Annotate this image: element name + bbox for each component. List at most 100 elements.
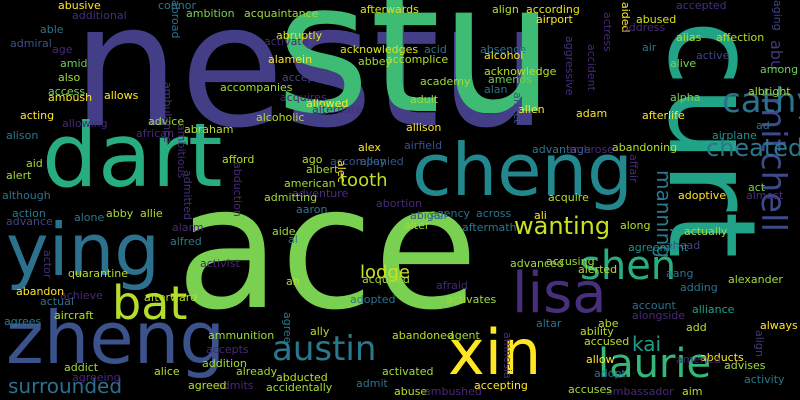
word-actress: actress bbox=[601, 12, 614, 52]
word-accepted: accepted bbox=[676, 0, 727, 12]
word-african: african bbox=[136, 127, 174, 140]
word-allowed: allowed bbox=[306, 97, 349, 110]
word-alive: alive bbox=[670, 57, 697, 70]
word-aftermath: aftermath bbox=[462, 221, 517, 234]
word-aircraft: aircraft bbox=[54, 309, 94, 322]
word-abandoning: abandoning bbox=[612, 141, 678, 154]
word-alert: alert bbox=[6, 169, 32, 182]
word-ambitious: ambitious bbox=[175, 124, 188, 179]
word-alone: alone bbox=[74, 211, 105, 224]
word-agent: agent bbox=[448, 329, 480, 342]
word-activity: activity bbox=[744, 373, 785, 386]
word-actually: actually bbox=[684, 225, 728, 238]
word-affection: affection bbox=[716, 31, 765, 44]
word-adoptive: adoptive bbox=[678, 189, 727, 202]
word-al: al bbox=[288, 233, 298, 246]
word-admitted: admitted bbox=[181, 170, 194, 220]
word-act: act bbox=[748, 181, 766, 194]
word-accuses: accuses bbox=[568, 383, 613, 396]
word-accomplice: accomplice bbox=[386, 53, 449, 66]
word-also: also bbox=[58, 71, 81, 84]
word-tooth: tooth bbox=[340, 170, 388, 191]
word-advises: advises bbox=[724, 359, 766, 372]
word-align: align bbox=[753, 330, 766, 357]
word-admiral: admiral bbox=[10, 37, 52, 50]
word-alamein: alamein bbox=[268, 53, 313, 66]
word-ambush: ambush bbox=[48, 91, 93, 104]
word-advice: advice bbox=[148, 115, 185, 128]
word-ambassador: ambassador bbox=[606, 385, 674, 398]
word-cathy: cathy bbox=[722, 81, 800, 121]
word-alias: alias bbox=[676, 31, 702, 44]
word-accompanied: accompanied bbox=[330, 155, 404, 168]
word-agency: agency bbox=[430, 207, 471, 220]
word-afterward: afterward bbox=[144, 291, 198, 304]
word-alcoholic: alcoholic bbox=[256, 111, 305, 124]
word-although: although bbox=[2, 189, 51, 202]
word-always: always bbox=[760, 319, 798, 332]
word-acquire: acquire bbox=[548, 191, 589, 204]
word-austin: austin bbox=[272, 329, 377, 369]
word-alarm: alarm bbox=[172, 221, 204, 234]
word-among: among bbox=[760, 63, 799, 76]
word-alex: alex bbox=[358, 141, 381, 154]
word-along: along bbox=[620, 219, 651, 232]
word-abandoned: abandoned bbox=[392, 329, 454, 342]
word-advantage: advantage bbox=[532, 143, 591, 156]
word-alcohol: alcohol bbox=[484, 49, 524, 62]
word-accepting: accepting bbox=[474, 379, 528, 392]
word-alliance: alliance bbox=[692, 303, 735, 316]
word-surrounded: surrounded bbox=[8, 374, 123, 398]
word-accepts: accepts bbox=[206, 343, 249, 356]
word-acquired: acquired bbox=[362, 273, 410, 286]
word-activates: activates bbox=[446, 293, 497, 306]
word-allen: allen bbox=[518, 103, 545, 116]
word-ali: ali bbox=[534, 209, 547, 222]
word-alley: alley bbox=[360, 155, 387, 168]
word-allow: allow bbox=[586, 353, 615, 366]
word-abe: abe bbox=[598, 317, 619, 330]
word-alter: alter bbox=[404, 219, 430, 232]
word-afterwards: afterwards bbox=[360, 3, 419, 16]
word-actor: actor bbox=[41, 250, 54, 279]
word-address: address bbox=[622, 21, 666, 34]
word-airport: airport bbox=[536, 13, 573, 26]
word-lisa: lisa bbox=[512, 261, 607, 326]
word-shen: shen bbox=[580, 243, 677, 289]
word-amnesia: amnesia bbox=[501, 332, 514, 379]
word-ace: ace bbox=[176, 150, 479, 348]
word-affect: affect bbox=[511, 92, 524, 124]
word-kai: kai bbox=[632, 332, 662, 356]
word-alerted: alerted bbox=[578, 263, 618, 276]
word-adding: adding bbox=[680, 281, 718, 294]
word-alexander: alexander bbox=[728, 273, 783, 286]
word-allowing: allowing bbox=[62, 117, 108, 130]
word-alison: alison bbox=[6, 129, 39, 142]
word-aggressive: aggressive bbox=[563, 36, 576, 96]
word-abu: abu bbox=[767, 40, 786, 71]
word-addict: addict bbox=[64, 361, 99, 374]
word-ad: ad bbox=[756, 119, 770, 132]
word-ying: ying bbox=[6, 208, 160, 292]
word-alpha: alpha bbox=[670, 91, 701, 104]
word-agreed: agreed bbox=[188, 379, 227, 392]
word-abby: abby bbox=[106, 207, 134, 220]
word-mitchell: mitchell bbox=[753, 96, 793, 232]
word-activated: activated bbox=[382, 365, 434, 378]
word-air: air bbox=[642, 41, 657, 54]
word-acquires: acquires bbox=[280, 91, 327, 104]
word-across: across bbox=[476, 207, 512, 220]
word-ambrose: ambrose bbox=[566, 143, 614, 156]
word-alec: alec bbox=[335, 160, 348, 183]
word-afford: afford bbox=[222, 153, 255, 166]
word-acid: acid bbox=[424, 43, 447, 56]
word-ally: ally bbox=[310, 325, 330, 338]
word-acknowledges: acknowledges bbox=[340, 43, 419, 56]
word-abbey: abbey bbox=[358, 55, 392, 68]
word-laurie: laurie bbox=[598, 341, 712, 387]
word-adventure: adventure bbox=[292, 187, 349, 200]
word-american: american bbox=[284, 177, 336, 190]
word-allows: allows bbox=[104, 89, 139, 102]
word-dart: dart bbox=[42, 104, 223, 207]
